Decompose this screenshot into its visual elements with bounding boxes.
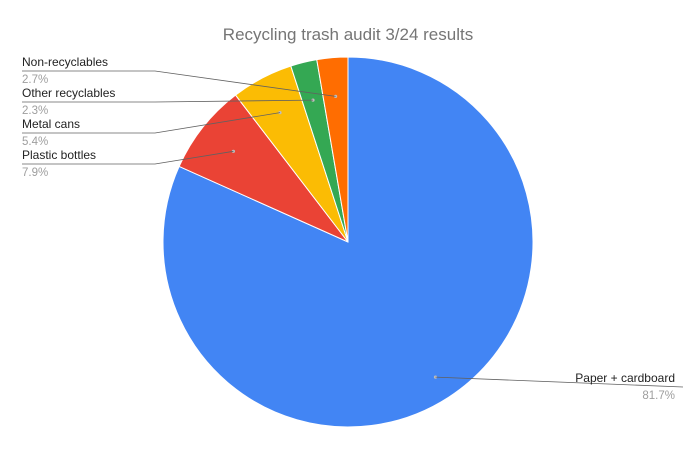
slice-value-label: 2.3% — [22, 105, 48, 117]
slice-value-label: 5.4% — [22, 136, 48, 148]
leader-line — [435, 376, 684, 388]
slice-value-label: 2.7% — [22, 74, 48, 86]
slices-group — [162, 56, 534, 428]
slice-label: Non-recyclables — [22, 55, 108, 69]
slice-label: Other recyclables — [22, 86, 115, 100]
slice-value-label: 81.7% — [642, 390, 675, 402]
chart-title: Recycling trash audit 3/24 results — [223, 25, 473, 44]
leader-dot — [231, 149, 235, 153]
slice-label: Plastic bottles — [22, 148, 96, 162]
pie-slice-paper-cardboard — [162, 56, 534, 428]
pie-slice-plastic-bottles — [178, 94, 349, 243]
slice-label: Paper + cardboard — [575, 371, 675, 385]
leader-line — [22, 99, 314, 103]
slice-labels-group: Paper + cardboard 81.7% Plastic bottles 7.9… — [22, 55, 675, 402]
slice-label: Metal cans — [22, 117, 80, 131]
slice-value-label: 7.9% — [22, 167, 48, 179]
pie-slice-non-recyclables — [316, 56, 349, 243]
leader-lines-group — [22, 70, 684, 388]
leader-line — [22, 70, 336, 97]
leader-line — [22, 150, 234, 165]
leader-line — [22, 112, 281, 134]
